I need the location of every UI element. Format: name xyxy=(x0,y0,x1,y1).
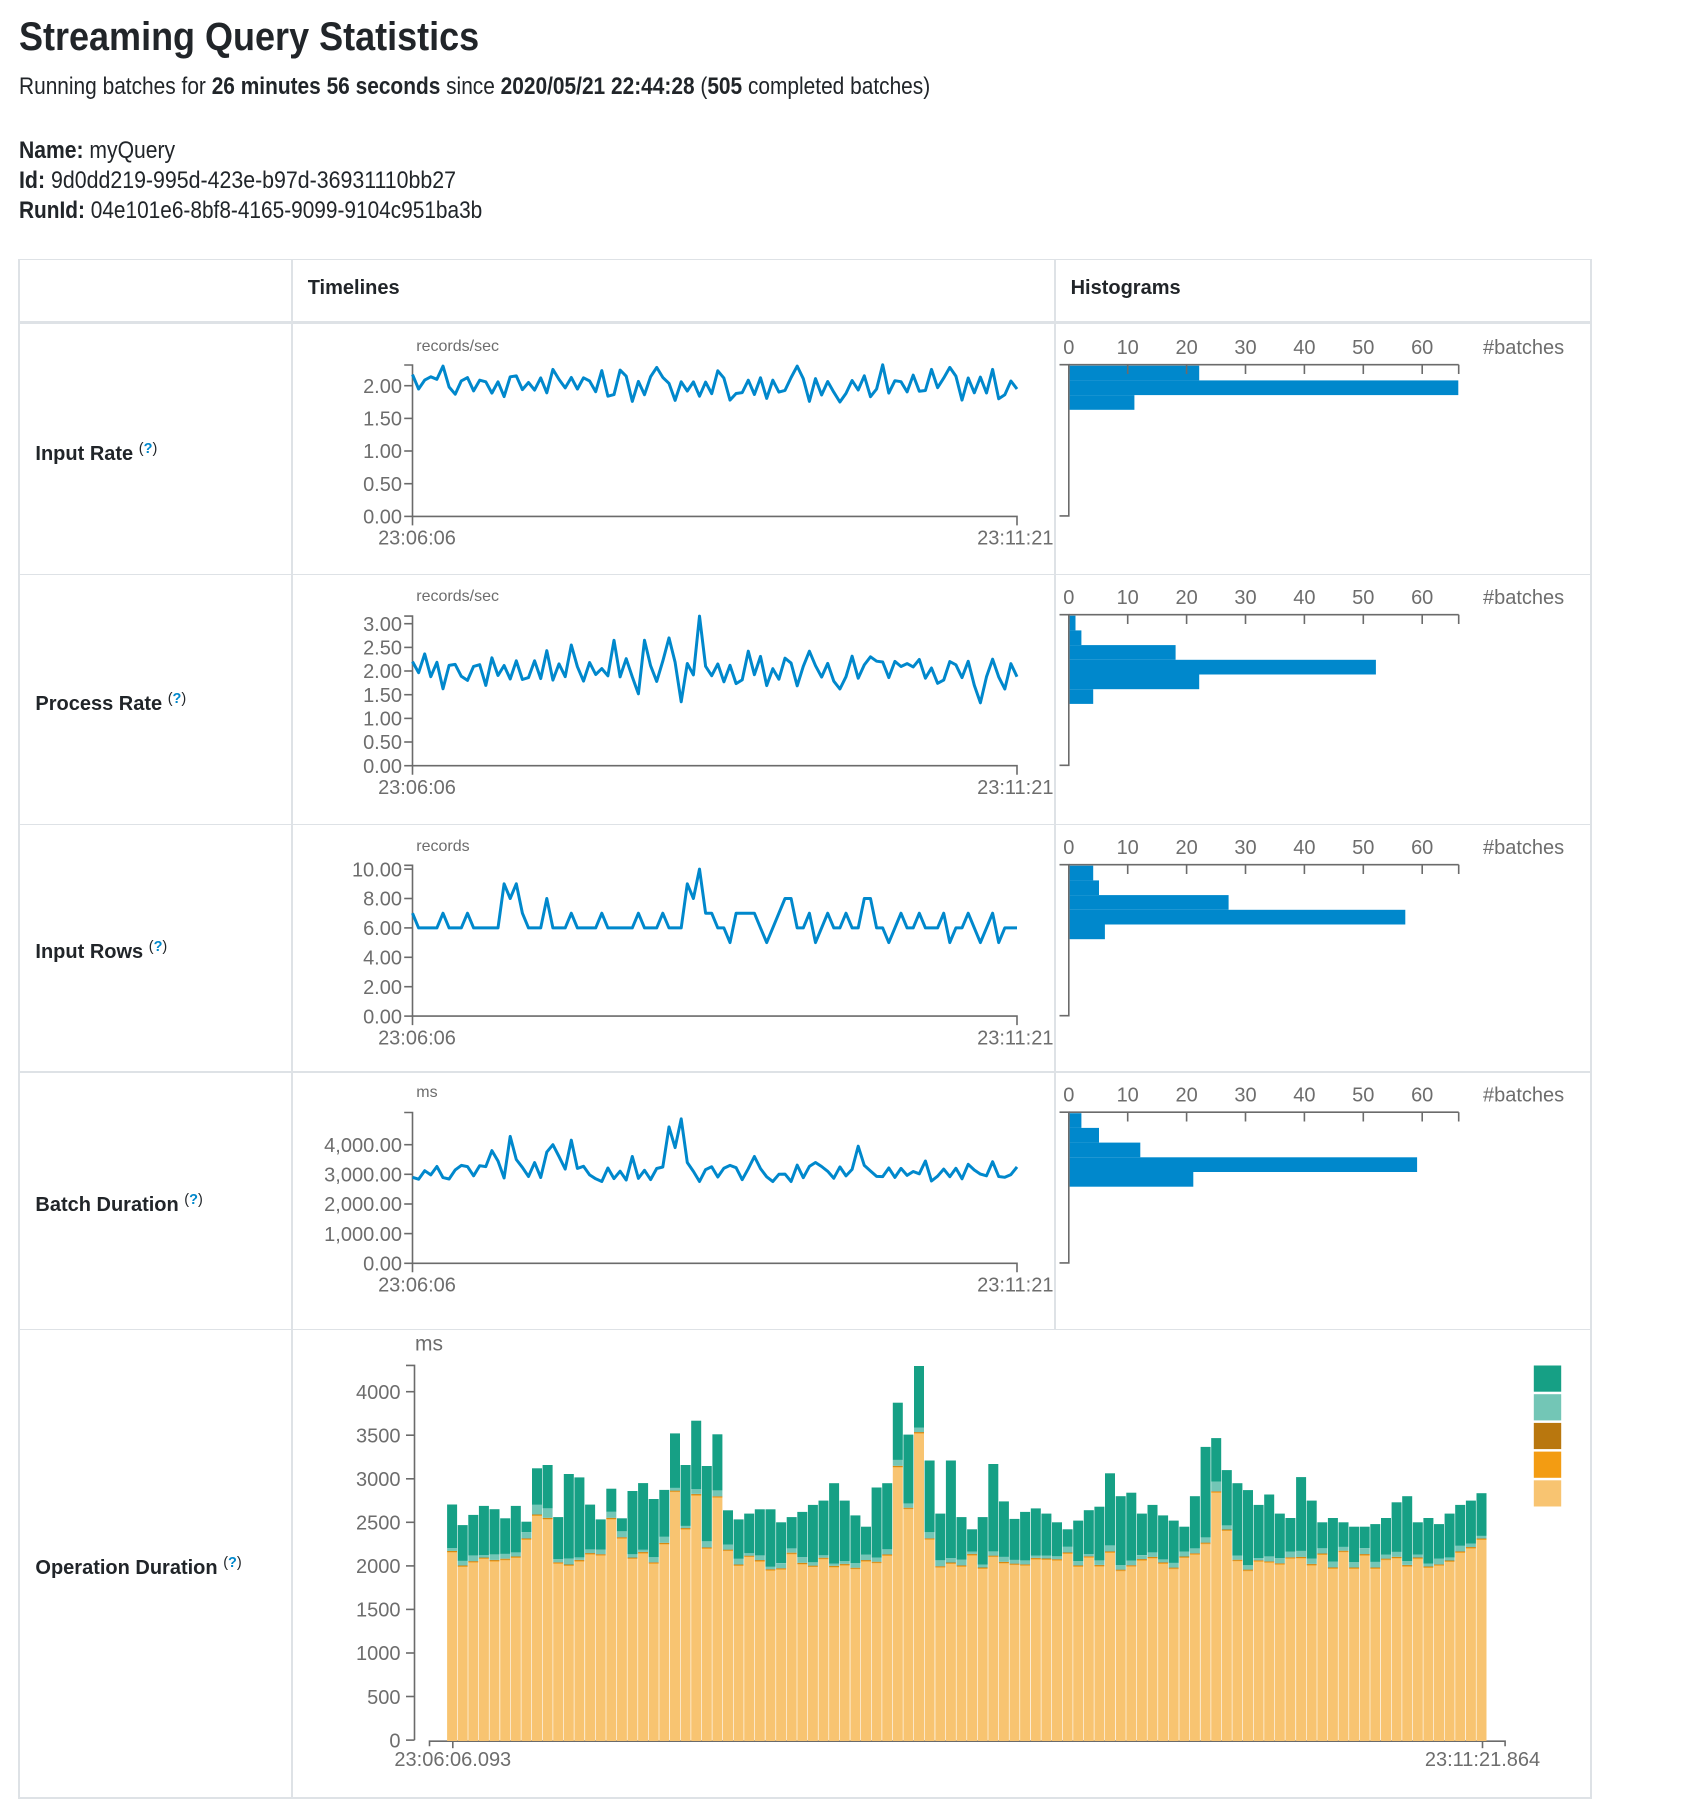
svg-text:30: 30 xyxy=(1234,337,1256,359)
svg-text:8.00: 8.00 xyxy=(363,889,402,911)
svg-text:40: 40 xyxy=(1293,587,1315,609)
svg-text:2000: 2000 xyxy=(356,1556,401,1578)
svg-text:0.00: 0.00 xyxy=(363,1254,402,1276)
svg-text:#batches: #batches xyxy=(1483,837,1564,859)
svg-text:60: 60 xyxy=(1411,1084,1433,1106)
svg-text:3000: 3000 xyxy=(356,1469,401,1491)
svg-text:20: 20 xyxy=(1175,337,1197,359)
svg-text:2.50: 2.50 xyxy=(363,638,402,660)
svg-text:0.50: 0.50 xyxy=(363,474,402,496)
svg-text:2.00: 2.00 xyxy=(363,661,402,683)
svg-text:23:06:06: 23:06:06 xyxy=(378,1274,456,1296)
svg-text:10: 10 xyxy=(1117,337,1139,359)
svg-text:0: 0 xyxy=(1063,1084,1074,1106)
svg-text:500: 500 xyxy=(367,1687,400,1709)
svg-text:10: 10 xyxy=(1117,1084,1139,1106)
svg-text:records/sec: records/sec xyxy=(416,338,499,355)
svg-text:#batches: #batches xyxy=(1483,587,1564,609)
svg-text:2500: 2500 xyxy=(356,1513,401,1535)
svg-text:1500: 1500 xyxy=(356,1600,401,1622)
svg-text:50: 50 xyxy=(1352,337,1374,359)
svg-text:2,000.00: 2,000.00 xyxy=(324,1194,402,1216)
svg-text:60: 60 xyxy=(1411,587,1433,609)
svg-text:20: 20 xyxy=(1175,1084,1197,1106)
svg-text:0.00: 0.00 xyxy=(363,1006,402,1028)
svg-text:50: 50 xyxy=(1352,837,1374,859)
svg-text:23:06:06: 23:06:06 xyxy=(378,777,456,799)
svg-text:40: 40 xyxy=(1293,837,1315,859)
svg-text:60: 60 xyxy=(1411,337,1433,359)
svg-text:0.50: 0.50 xyxy=(363,732,402,754)
svg-text:2.00: 2.00 xyxy=(363,376,402,398)
svg-text:30: 30 xyxy=(1234,587,1256,609)
svg-text:30: 30 xyxy=(1234,1084,1256,1106)
svg-text:10: 10 xyxy=(1117,587,1139,609)
svg-text:23:11:21.864: 23:11:21.864 xyxy=(1425,1749,1540,1771)
svg-text:records/sec: records/sec xyxy=(416,588,499,605)
svg-text:records: records xyxy=(416,838,469,855)
svg-text:23:11:21: 23:11:21 xyxy=(977,1274,1053,1296)
svg-text:1,000.00: 1,000.00 xyxy=(324,1224,402,1246)
svg-text:20: 20 xyxy=(1175,587,1197,609)
svg-text:0: 0 xyxy=(1063,587,1074,609)
svg-text:20: 20 xyxy=(1175,837,1197,859)
svg-text:0: 0 xyxy=(1063,337,1074,359)
svg-text:60: 60 xyxy=(1411,837,1433,859)
svg-text:23:11:21: 23:11:21 xyxy=(977,528,1053,550)
svg-text:1.50: 1.50 xyxy=(363,685,402,707)
svg-text:#batches: #batches xyxy=(1483,337,1564,359)
svg-text:3,000.00: 3,000.00 xyxy=(324,1165,402,1187)
svg-text:6.00: 6.00 xyxy=(363,918,402,940)
svg-text:4000: 4000 xyxy=(356,1382,401,1404)
svg-text:0: 0 xyxy=(1063,837,1074,859)
svg-text:40: 40 xyxy=(1293,1084,1315,1106)
svg-text:23:11:21: 23:11:21 xyxy=(977,1027,1053,1049)
svg-text:23:06:06: 23:06:06 xyxy=(378,1027,456,1049)
svg-text:#batches: #batches xyxy=(1483,1084,1564,1106)
svg-text:50: 50 xyxy=(1352,587,1374,609)
svg-text:0.00: 0.00 xyxy=(363,756,402,778)
svg-text:30: 30 xyxy=(1234,837,1256,859)
svg-text:0.00: 0.00 xyxy=(363,507,402,529)
svg-text:4.00: 4.00 xyxy=(363,948,402,970)
svg-text:10.00: 10.00 xyxy=(352,859,402,881)
svg-text:4,000.00: 4,000.00 xyxy=(324,1135,402,1157)
svg-text:0: 0 xyxy=(389,1730,400,1752)
svg-text:1.00: 1.00 xyxy=(363,441,402,463)
svg-text:ms: ms xyxy=(415,1333,443,1356)
svg-text:1000: 1000 xyxy=(356,1643,401,1665)
svg-text:1.00: 1.00 xyxy=(363,709,402,731)
svg-text:40: 40 xyxy=(1293,337,1315,359)
svg-text:10: 10 xyxy=(1117,837,1139,859)
svg-text:23:06:06: 23:06:06 xyxy=(378,528,456,550)
svg-text:2.00: 2.00 xyxy=(363,977,402,999)
svg-text:23:06:06.093: 23:06:06.093 xyxy=(394,1749,511,1771)
svg-text:ms: ms xyxy=(416,1084,437,1101)
svg-text:23:11:21: 23:11:21 xyxy=(977,777,1053,799)
svg-text:1.50: 1.50 xyxy=(363,409,402,431)
svg-text:3.00: 3.00 xyxy=(363,614,402,636)
svg-text:3500: 3500 xyxy=(356,1426,401,1448)
svg-text:50: 50 xyxy=(1352,1084,1374,1106)
